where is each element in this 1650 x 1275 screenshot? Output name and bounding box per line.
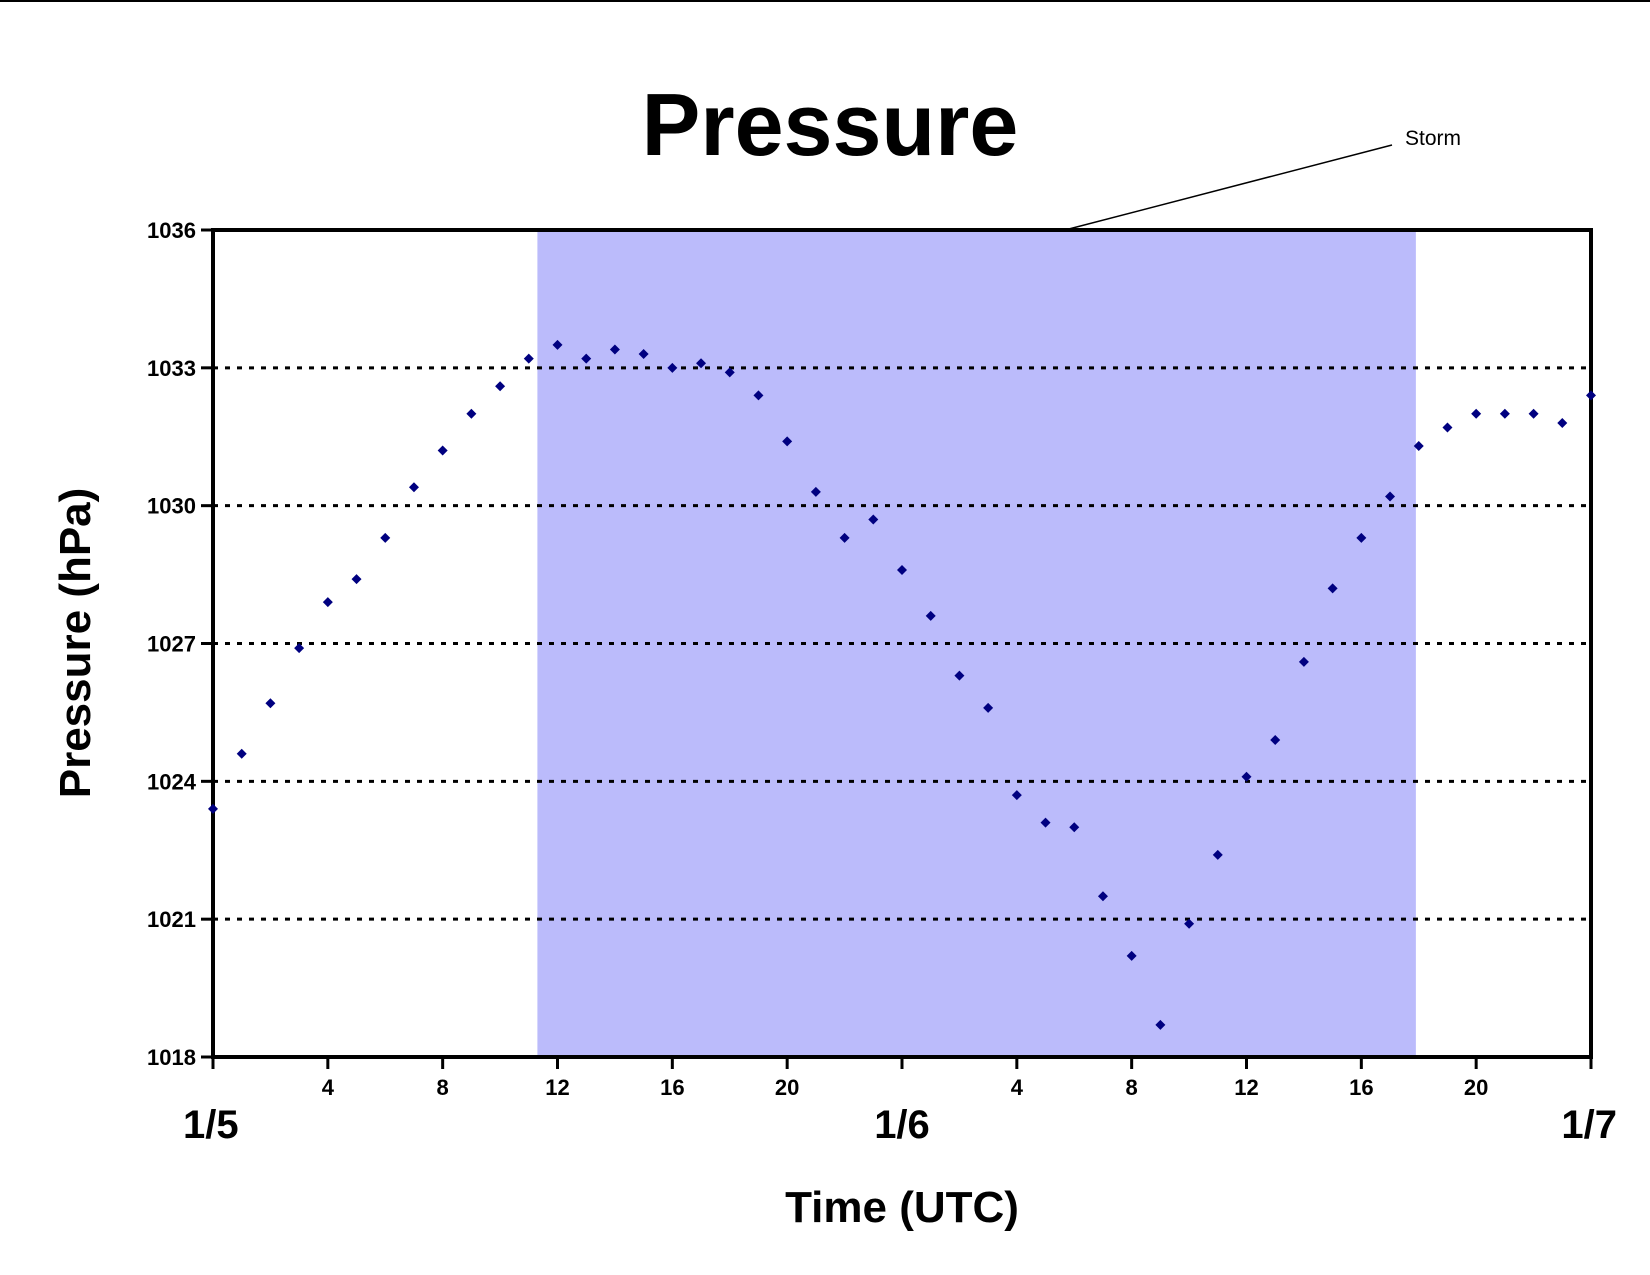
y-axis-title: Pressure (hPa) [51,488,100,799]
x-tick-label: 20 [1464,1075,1488,1100]
y-tick-label: 1018 [147,1045,196,1070]
data-point [1385,491,1396,502]
chart-title: Pressure [642,75,1019,174]
gridlines [213,366,1591,921]
date-label: 1/6 [874,1103,930,1147]
data-point [1184,918,1195,929]
data-point [437,445,448,456]
top-border-line [0,0,1650,2]
data-point [667,362,678,373]
data-point [208,803,218,814]
data-point [753,390,764,401]
data-point [294,643,305,654]
data-point [1413,440,1424,451]
y-tick-label: 1033 [147,356,196,381]
data-point [1557,417,1568,428]
x-tick-label: 16 [660,1075,684,1100]
data-point [839,532,850,543]
y-tick-label: 1030 [147,494,196,519]
data-point [408,482,419,493]
x-tick-label: 20 [775,1075,799,1100]
data-point [609,344,620,355]
data-point [495,381,506,392]
data-point [552,339,563,350]
x-axis-title: Time (UTC) [785,1183,1019,1232]
data-point [1528,408,1539,419]
x-tick-label: 4 [322,1075,335,1100]
data-point [1586,390,1596,401]
data-point [897,564,907,575]
data-point [954,670,965,681]
data-points [208,339,1596,1030]
data-point [1069,822,1080,833]
data-point [351,574,362,585]
storm-annotation-leader [1064,144,1393,231]
data-point [1126,950,1137,961]
data-point [523,353,534,364]
data-point [696,358,707,369]
data-point [1097,891,1108,902]
data-point [322,597,333,608]
data-point [1241,771,1252,782]
x-axis-ticks: 4 8 12 16 20 4 8 12 16 20 1/5 1/6 1/7 [183,1057,1617,1147]
data-point [868,514,879,525]
x-tick-label: 8 [1126,1075,1138,1100]
x-tick-label: 8 [437,1075,449,1100]
y-axis-ticks: 1018 1021 1024 1027 1030 1033 1036 [147,218,213,1070]
data-point [1442,422,1453,433]
data-point [925,610,936,621]
data-point [1298,656,1309,667]
data-point [265,698,276,709]
y-tick-label: 1021 [147,907,196,932]
data-point [581,353,592,364]
x-tick-label: 12 [545,1075,569,1100]
date-label: 1/7 [1561,1103,1617,1147]
date-label: 1/5 [183,1103,239,1147]
x-tick-label: 12 [1234,1075,1258,1100]
data-point [1011,790,1022,801]
data-point [724,367,735,378]
data-point [1212,849,1223,860]
data-point [1270,734,1281,745]
data-point [810,486,821,497]
data-point [380,532,391,543]
data-point [1155,1019,1166,1030]
data-point [1356,532,1367,543]
data-point [466,408,477,419]
data-point [1471,408,1482,419]
data-point [236,748,247,759]
data-point [638,349,649,360]
y-tick-label: 1027 [147,632,196,657]
data-point [983,702,994,713]
data-point [782,436,793,447]
data-point [1499,408,1510,419]
x-tick-label: 16 [1349,1075,1373,1100]
data-point [1040,817,1051,828]
y-tick-label: 1036 [147,218,196,243]
storm-annotation-label: Storm [1405,127,1461,150]
data-point [1327,583,1338,594]
y-tick-label: 1024 [147,769,197,794]
x-tick-label: 4 [1011,1075,1024,1100]
